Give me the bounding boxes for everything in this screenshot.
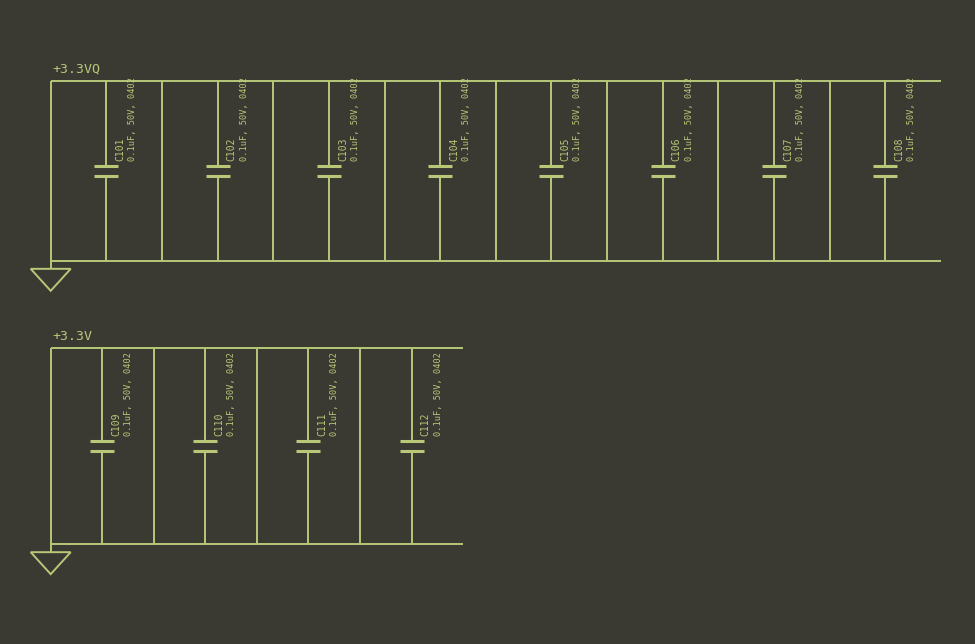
Text: 0.1uF, 50V, 0402: 0.1uF, 50V, 0402 xyxy=(434,352,443,436)
Text: 0.1uF, 50V, 0402: 0.1uF, 50V, 0402 xyxy=(124,352,134,436)
Text: 0.1uF, 50V, 0402: 0.1uF, 50V, 0402 xyxy=(462,77,471,160)
Text: C102: C102 xyxy=(226,137,237,160)
Text: 0.1uF, 50V, 0402: 0.1uF, 50V, 0402 xyxy=(129,77,137,160)
Text: C110: C110 xyxy=(214,412,224,436)
Text: C108: C108 xyxy=(894,137,904,160)
Text: C112: C112 xyxy=(420,412,431,436)
Text: C101: C101 xyxy=(115,137,126,160)
Text: 0.1uF, 50V, 0402: 0.1uF, 50V, 0402 xyxy=(908,77,916,160)
Text: 0.1uF, 50V, 0402: 0.1uF, 50V, 0402 xyxy=(227,352,236,436)
Text: 0.1uF, 50V, 0402: 0.1uF, 50V, 0402 xyxy=(796,77,805,160)
Text: 0.1uF, 50V, 0402: 0.1uF, 50V, 0402 xyxy=(331,352,339,436)
Text: +3.3V: +3.3V xyxy=(53,330,93,343)
Text: C104: C104 xyxy=(449,137,459,160)
Text: C107: C107 xyxy=(783,137,793,160)
Text: C105: C105 xyxy=(561,137,570,160)
Text: 0.1uF, 50V, 0402: 0.1uF, 50V, 0402 xyxy=(573,77,582,160)
Text: +3.3VQ: +3.3VQ xyxy=(53,62,100,75)
Text: C111: C111 xyxy=(318,412,328,436)
Text: C109: C109 xyxy=(111,412,121,436)
Text: 0.1uF, 50V, 0402: 0.1uF, 50V, 0402 xyxy=(351,77,360,160)
Text: 0.1uF, 50V, 0402: 0.1uF, 50V, 0402 xyxy=(240,77,249,160)
Text: C106: C106 xyxy=(672,137,682,160)
Text: C103: C103 xyxy=(338,137,348,160)
Text: 0.1uF, 50V, 0402: 0.1uF, 50V, 0402 xyxy=(684,77,693,160)
